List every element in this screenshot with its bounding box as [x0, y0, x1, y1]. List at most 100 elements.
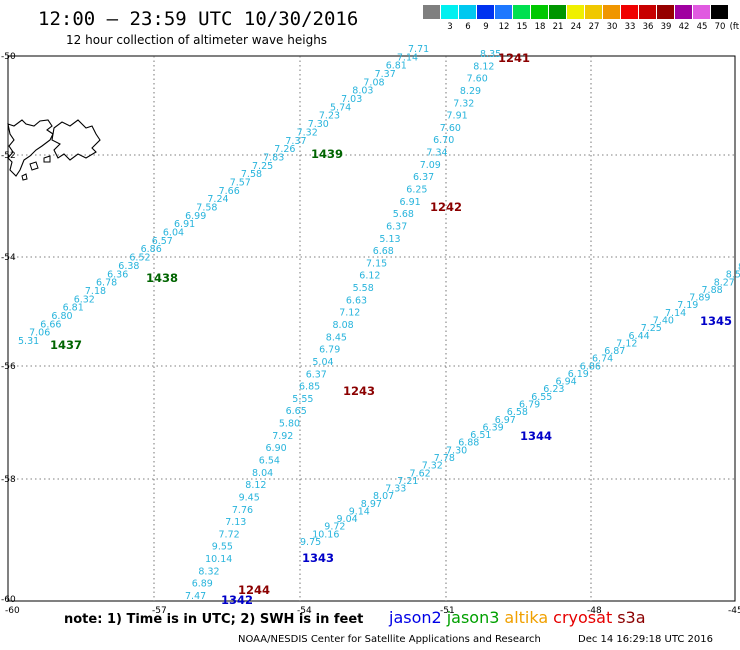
wave-height-value: 7.62 [410, 468, 431, 479]
wave-height-value: 6.80 [51, 311, 72, 322]
wave-height-value: 6.70 [433, 135, 454, 146]
pass-number-label: 1343 [302, 551, 334, 565]
longitude-label: -54 [297, 606, 312, 616]
wave-height-value: 7.66 [219, 186, 240, 197]
wave-height-value: 10.14 [205, 554, 232, 565]
colorbar-swatch [531, 5, 548, 19]
colorbar-swatch [549, 5, 566, 19]
colorbar-label: 39 [660, 22, 672, 32]
footer-timestamp: Dec 14 16:29:18 UTC 2016 [578, 634, 713, 645]
colorbar-label: 21 [552, 22, 564, 32]
longitude-label: -57 [152, 606, 167, 616]
wave-height-value: 7.30 [308, 119, 329, 130]
wave-height-value: 5.55 [292, 394, 313, 405]
wave-height-value: 7.76 [232, 505, 253, 516]
colorbar-unit: (ft) [729, 22, 740, 32]
coastline-islets [21, 155, 51, 181]
wave-height-value: 9.75 [300, 537, 321, 548]
wave-height-value: 7.14 [665, 308, 686, 319]
colorbar-swatch [657, 5, 674, 19]
colorbar-swatch [423, 5, 440, 19]
wave-height-value: 6.88 [458, 438, 479, 449]
wave-height-value: 8.27 [714, 277, 735, 288]
colorbar-label: 9 [483, 22, 489, 32]
latitude-label: -54 [1, 253, 16, 263]
wave-height-value: 6.91 [174, 219, 195, 230]
colorbar-label: 45 [696, 22, 708, 32]
colorbar-label: 6 [465, 22, 471, 32]
wave-height-value: 6.81 [63, 303, 84, 314]
wave-height-value: 5.58 [353, 283, 374, 294]
wave-height-value: 6.25 [406, 185, 427, 196]
wave-height-value: 6.99 [185, 211, 206, 222]
wave-height-value: 6.91 [400, 197, 421, 208]
wave-height-value: 7.47 [185, 591, 206, 602]
wave-height-value: 6.81 [386, 61, 407, 72]
wave-height-value: 8.8 [738, 262, 740, 273]
wave-height-value: 7.09 [420, 160, 441, 171]
wave-height-value: 6.32 [74, 294, 95, 305]
wave-height-value: 8.45 [326, 332, 347, 343]
wave-height-value: 6.89 [192, 579, 213, 590]
colorbar-swatch [639, 5, 656, 19]
note-text: note: 1) Time is in UTC; 2) SWH is in fe… [64, 612, 364, 627]
coastline-east-falkland [51, 119, 101, 161]
colorbar-swatch [459, 5, 476, 19]
wave-height-value: 8.35 [480, 49, 501, 60]
wave-height-value: 9.04 [337, 514, 358, 525]
wave-height-value: 6.79 [519, 400, 540, 411]
wave-height-value: 6.94 [556, 377, 577, 388]
wave-height-value: 6.74 [592, 354, 613, 365]
wave-height-value: 7.88 [702, 285, 723, 296]
coastline-west-falkland [7, 119, 54, 177]
colorbar-swatch [477, 5, 494, 19]
colorbar-label: 33 [624, 22, 636, 32]
longitude-label: -48 [587, 606, 602, 616]
colorbar-label: 70 [714, 22, 726, 32]
page-title: 12:00 – 23:59 UTC 10/30/2016 [38, 8, 359, 30]
wave-height-value: 6.65 [286, 406, 307, 417]
wave-height-value: 6.63 [346, 295, 367, 306]
wave-height-value: 8.12 [245, 480, 266, 491]
satellite-legend: jason2 jason3 altika cryosat s3a [389, 608, 651, 627]
wave-height-value: 5.74 [330, 102, 351, 113]
wave-height-value: 9.14 [349, 506, 370, 517]
wave-height-value: 7.18 [85, 286, 106, 297]
wave-height-value: 7.13 [225, 517, 246, 528]
wave-height-value: 7.78 [434, 453, 455, 464]
wave-height-value: 8.03 [352, 86, 373, 97]
wave-height-value: 6.66 [40, 319, 61, 330]
wave-height-value: 6.79 [319, 345, 340, 356]
colorbar-swatch [441, 5, 458, 19]
wave-height-value: 6.58 [507, 407, 528, 418]
wave-height-value: 6.86 [580, 361, 601, 372]
colorbar-swatch [513, 5, 530, 19]
legend-jason3: jason3 [446, 608, 500, 627]
wave-height-value: 7.32 [297, 127, 318, 138]
wave-height-value: 7.33 [385, 484, 406, 495]
wave-height-value: 7.21 [397, 476, 418, 487]
colorbar-swatch [603, 5, 620, 19]
pass-number-label: 1243 [343, 384, 375, 398]
wave-height-value: 7.25 [252, 161, 273, 172]
wave-height-value: 7.57 [230, 178, 251, 189]
wave-height-value: 6.19 [568, 369, 589, 380]
colorbar-label: 36 [642, 22, 654, 32]
wave-height-value: 7.15 [366, 258, 387, 269]
wave-height-value: 5.31 [18, 336, 39, 347]
pass-number-label: 1437 [50, 338, 82, 352]
pass-number-label: 1342 [221, 593, 253, 607]
pass-number-label: 1242 [430, 200, 462, 214]
map-frame [7, 55, 736, 602]
wave-height-value: 7.26 [274, 144, 295, 155]
wave-height-value: 6.97 [495, 415, 516, 426]
wave-height-value: 7.89 [689, 293, 710, 304]
latitude-label: -56 [1, 362, 16, 372]
wave-height-value: 6.37 [386, 222, 407, 233]
wave-height-value: 6.23 [543, 384, 564, 395]
wave-height-value: 5.13 [379, 234, 400, 245]
footer-credit: NOAA/NESDIS Center for Satellite Applica… [238, 634, 541, 645]
colorbar-label: 15 [516, 22, 528, 32]
longitude-label: -51 [440, 606, 455, 616]
wave-height-value: 6.39 [483, 422, 504, 433]
